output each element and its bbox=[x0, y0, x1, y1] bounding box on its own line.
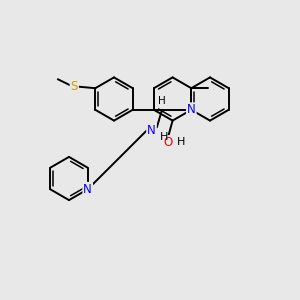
Text: N: N bbox=[83, 183, 92, 196]
Text: N: N bbox=[147, 124, 156, 137]
Text: H: H bbox=[160, 132, 168, 142]
Text: S: S bbox=[70, 80, 78, 93]
Text: H: H bbox=[176, 137, 185, 148]
Text: O: O bbox=[164, 136, 173, 149]
Text: N: N bbox=[187, 103, 196, 116]
Text: H: H bbox=[158, 96, 166, 106]
